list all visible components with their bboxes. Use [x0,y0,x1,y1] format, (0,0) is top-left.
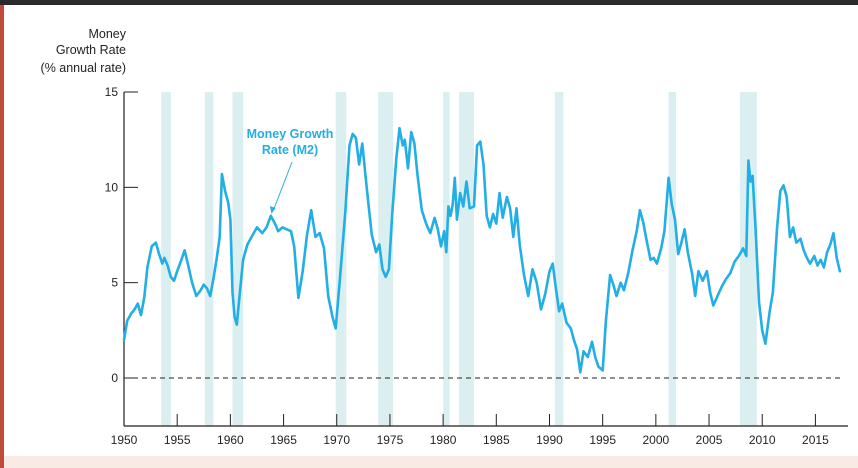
recession-shading [161,92,757,426]
left-accent-border [0,5,4,468]
recession-band-5 [378,92,394,426]
series-annotation: Money Growth Rate (M2) [247,127,334,214]
recession-band-2 [204,92,214,426]
x-tick-label-1960: 1960 [217,433,244,447]
x-tick-label-1990: 1990 [536,433,563,447]
recession-band-6 [443,92,450,426]
x-tick-label-1965: 1965 [270,433,297,447]
x-tick-label-1970: 1970 [323,433,350,447]
x-tick-label-1975: 1975 [377,433,404,447]
series-line-m2 [122,126,842,374]
recession-band-9 [668,92,677,426]
y-axis-title-line-2: Growth Rate [56,43,126,57]
annotation-arrow-shaft [273,161,293,211]
y-tick-label-15: 15 [105,85,119,99]
annotation-line-2: Rate (M2) [262,143,318,157]
x-tick-label-1955: 1955 [164,433,191,447]
y-axis-title: Money Growth Rate (% annual rate) [41,27,127,75]
x-tick-label-2010: 2010 [749,433,776,447]
x-tick-label-1985: 1985 [483,433,510,447]
bottom-band [4,456,858,468]
y-tick-label-10: 10 [105,180,119,194]
y-axis-title-line-1: Money [88,27,126,41]
x-tick-label-1980: 1980 [430,433,457,447]
recession-band-3 [232,92,244,426]
recession-band-8 [554,92,564,426]
x-tick-label-2000: 2000 [643,433,670,447]
x-tick-label-2015: 2015 [802,433,829,447]
y-axis-title-line-3: (% annual rate) [41,61,126,75]
axes [123,92,848,427]
x-tick-label-1950: 1950 [111,433,138,447]
y-axis-ticks: 0 5 10 15 [105,85,138,385]
recession-band-10 [739,92,757,426]
y-tick-label-0: 0 [111,371,118,385]
annotation-line-1: Money Growth [247,127,334,141]
top-border [0,0,858,5]
recession-band-7 [459,92,474,426]
x-axis-ticks: 1950 1955 1960 1965 1970 1975 1980 1985 1990 1995… [111,414,829,447]
y-tick-label-5: 5 [111,276,118,290]
annotation-arrowhead [270,206,276,214]
x-tick-label-2005: 2005 [696,433,723,447]
chart-panel [4,5,858,468]
x-tick-label-1995: 1995 [589,433,616,447]
